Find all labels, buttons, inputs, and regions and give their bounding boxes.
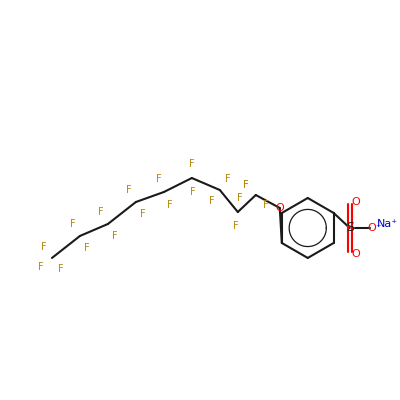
Text: F: F [84,243,90,253]
Text: F: F [225,174,231,184]
Text: F: F [243,180,249,190]
Text: F: F [166,200,172,210]
Text: F: F [70,219,76,229]
Text: F: F [98,207,104,217]
Text: O: O [275,203,284,213]
Text: F: F [126,185,132,195]
Text: O⁻: O⁻ [367,223,382,233]
Text: F: F [243,180,249,190]
Text: O: O [351,249,360,259]
Text: F: F [112,231,118,241]
Text: F: F [233,221,239,231]
Text: Na⁺: Na⁺ [377,219,398,229]
Text: F: F [237,193,242,203]
Text: S: S [346,222,354,234]
Text: F: F [188,159,194,169]
Text: F: F [58,264,64,274]
Text: F: F [40,242,46,252]
Text: F: F [209,196,214,206]
Text: F: F [190,187,195,197]
Text: F: F [140,209,146,219]
Text: F: F [156,174,161,184]
Text: F: F [262,200,268,210]
Text: O: O [351,197,360,207]
Text: F: F [38,262,44,272]
